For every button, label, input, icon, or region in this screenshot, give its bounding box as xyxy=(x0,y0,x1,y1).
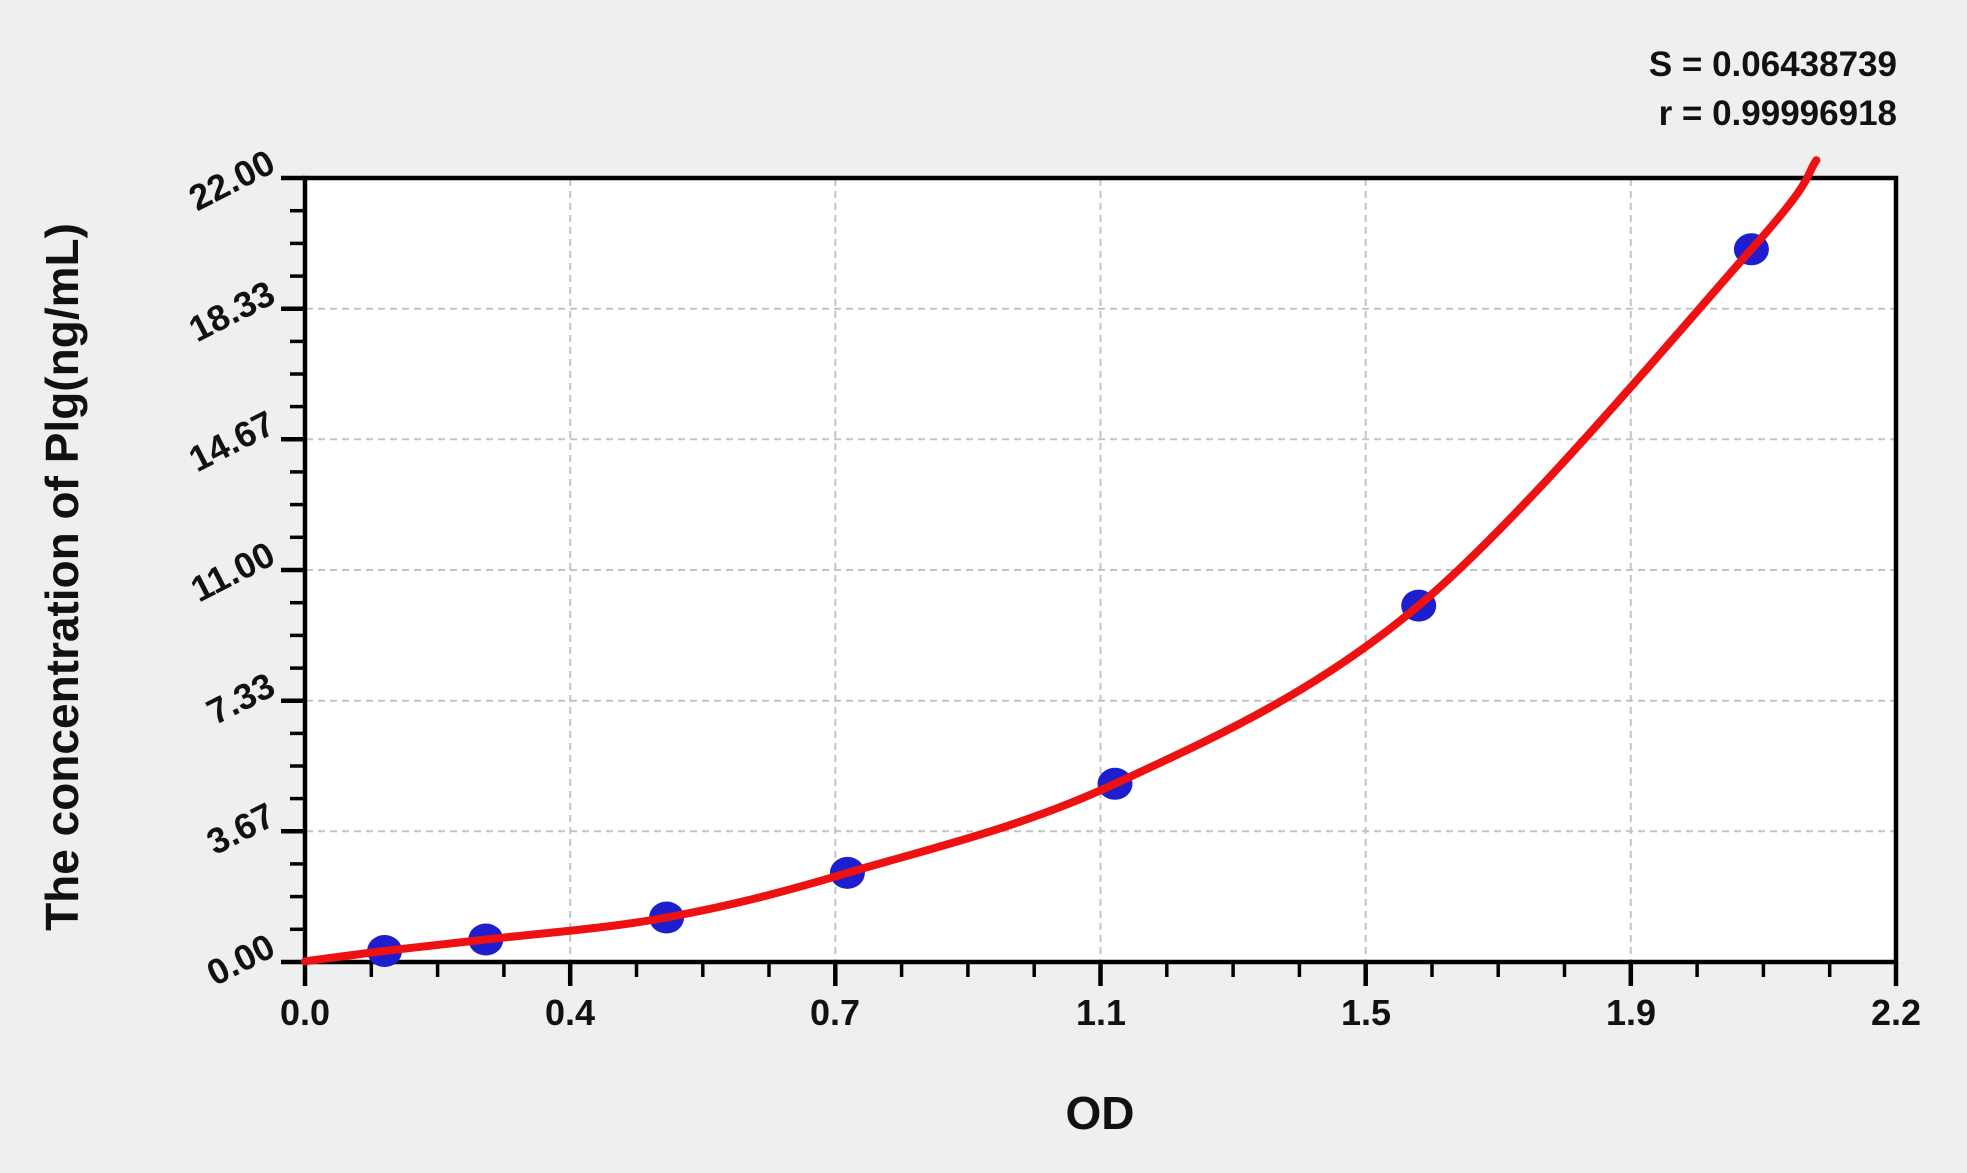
x-axis-title: OD xyxy=(1065,1087,1135,1139)
fit-statistics: S = 0.06438739 r = 0.99996918 xyxy=(1649,40,1897,138)
stat-s-value: S = 0.06438739 xyxy=(1648,45,1897,84)
stat-r-value: r = 0.99996918 xyxy=(1658,94,1897,133)
fit-curve xyxy=(301,156,1821,966)
